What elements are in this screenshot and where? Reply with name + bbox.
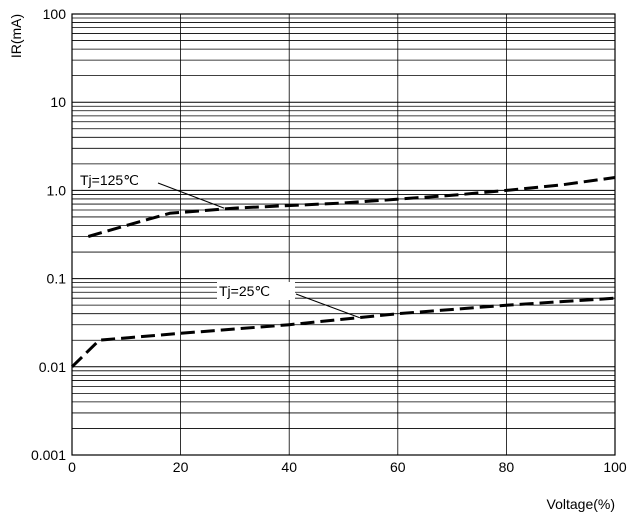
y-tick-label: 0.001 (31, 447, 66, 463)
series-line-2 (70, 296, 616, 368)
y-tick-label: 1.0 (47, 182, 67, 198)
x-tick-label: 40 (281, 459, 297, 475)
annotation-label-2: Tj=25℃ (219, 283, 270, 299)
y-axis-title: IR(mA) (8, 14, 24, 58)
y-tick-label: 10 (50, 94, 66, 110)
x-tick-label: 80 (499, 459, 515, 475)
x-tick-labels: 0 20 40 60 80 100 (68, 459, 627, 475)
x-tick-label: 60 (390, 459, 406, 475)
plot-frame (71, 13, 616, 456)
annotation-bg-2 (217, 282, 295, 300)
x-axis-title: Voltage(%) (547, 496, 615, 512)
x-tick-label: 100 (603, 459, 627, 475)
annotation-leader-1 (157, 182, 225, 209)
series-lines (70, 176, 616, 368)
annotations: Tj=125℃ Tj=25℃ (78, 171, 360, 319)
x-tick-label: 20 (173, 459, 189, 475)
x-tick-label: 0 (68, 459, 76, 475)
annotation-label-1: Tj=125℃ (80, 172, 139, 188)
annotation-leader-2 (295, 293, 360, 319)
y-tick-label: 0.1 (47, 271, 67, 287)
grid-lines (71, 13, 616, 456)
y-tick-labels: 0.001 0.01 0.1 1.0 10 100 (31, 6, 66, 463)
y-tick-label: 100 (43, 6, 67, 22)
y-tick-label: 0.01 (39, 359, 66, 375)
annotation-bg-1 (78, 171, 156, 189)
